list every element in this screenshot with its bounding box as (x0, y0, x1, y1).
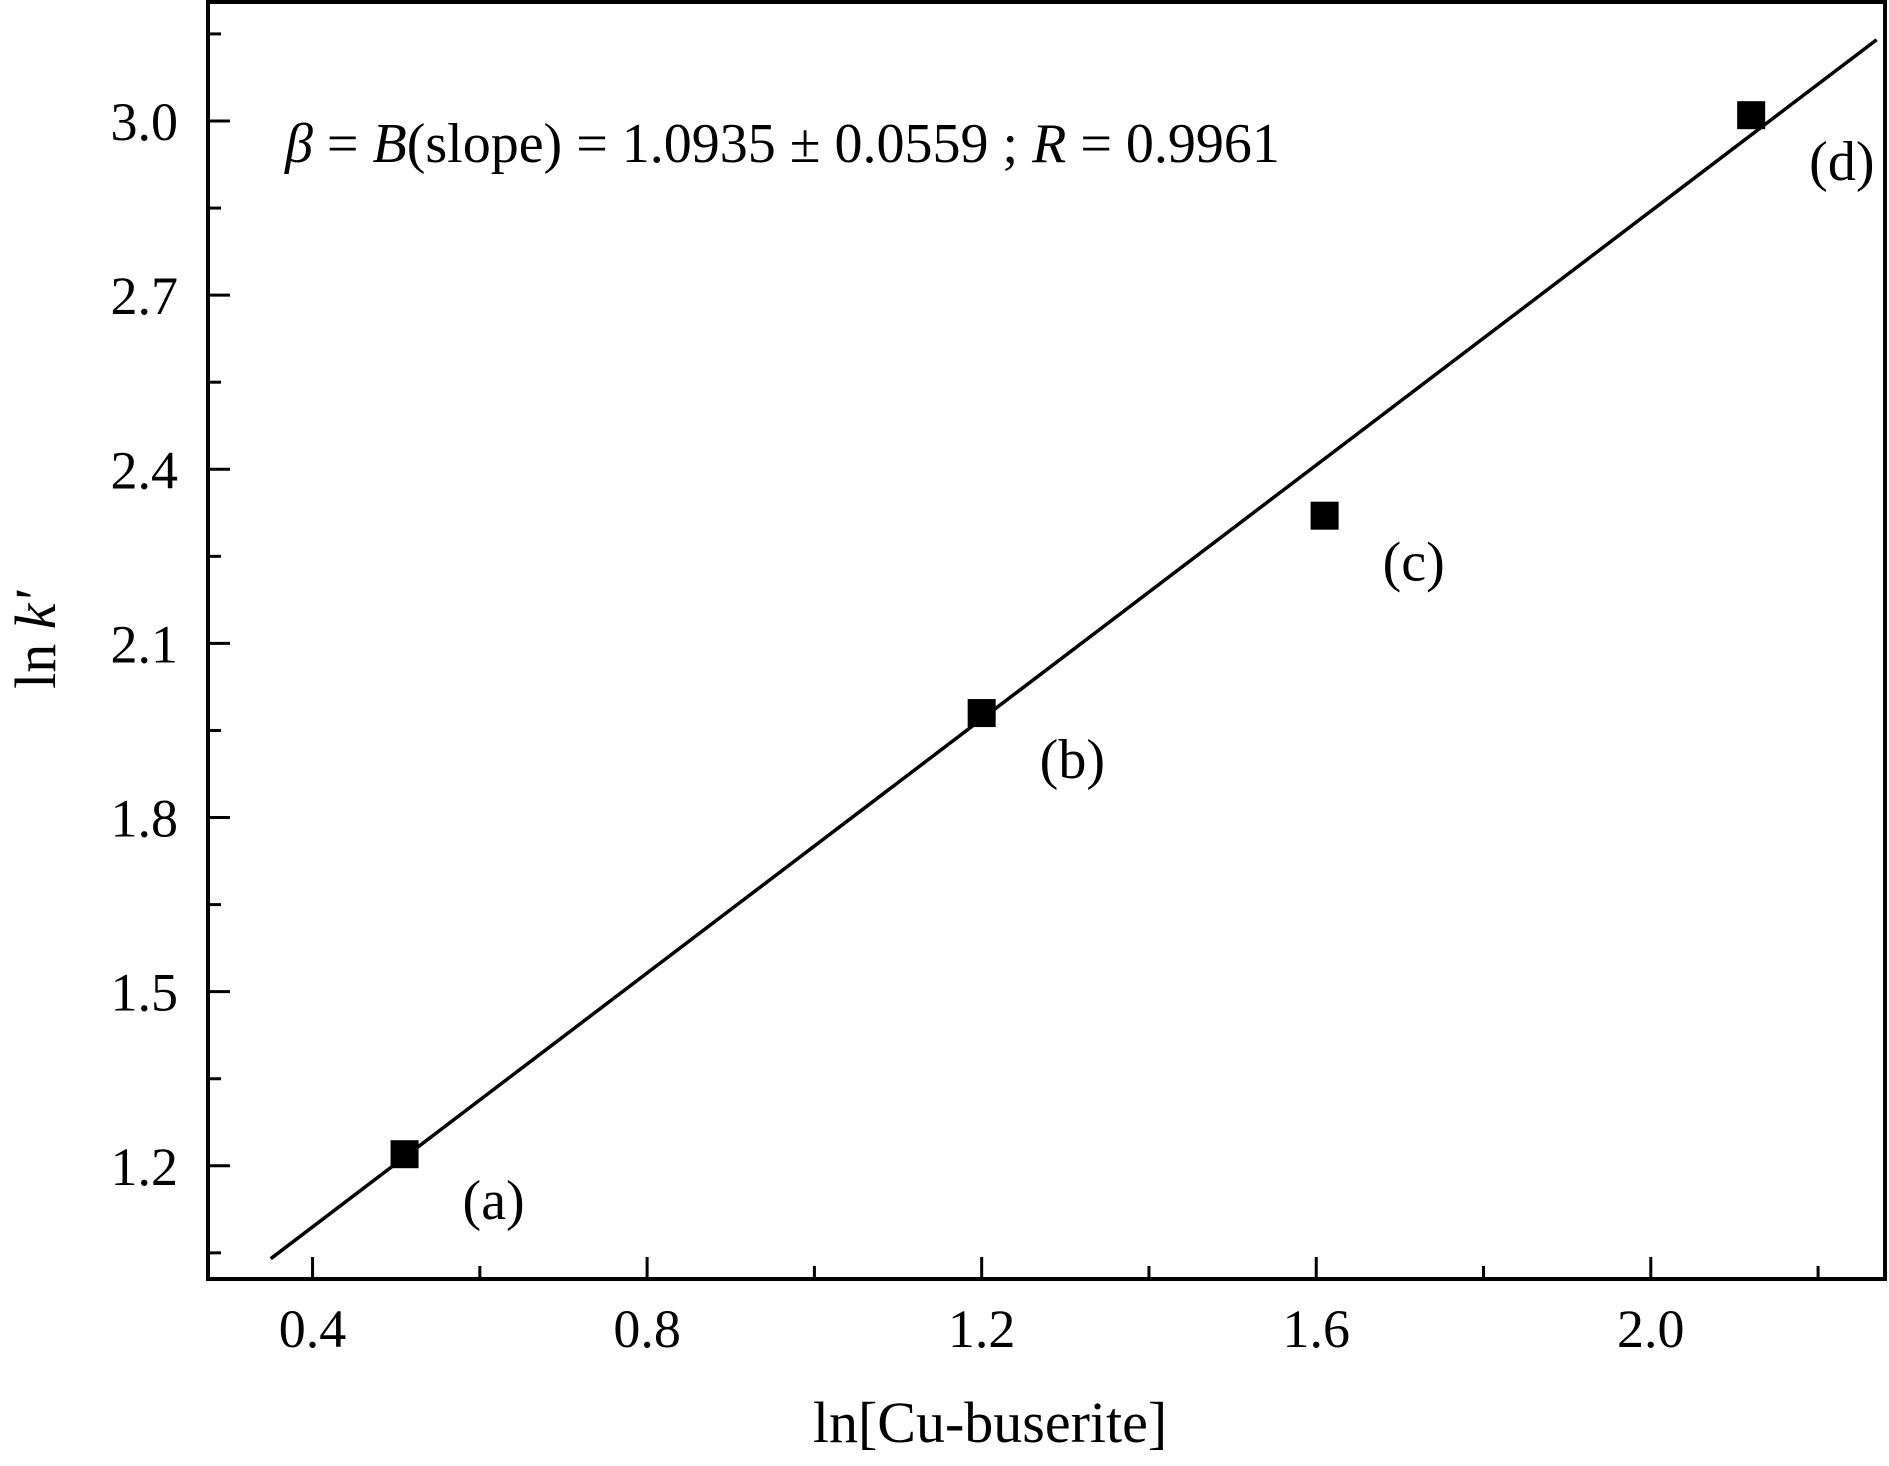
data-point (390, 1140, 419, 1169)
y-axis-label-prefix: ln (3, 629, 68, 689)
y-axis-ticks: 1.2 1.5 1.8 2.1 2.4 2.7 3.0 (111, 32, 230, 1255)
y-tick-label: 1.8 (111, 789, 179, 849)
y-axis-label: ln k' (3, 590, 68, 689)
x-tick-label: 0.4 (279, 1299, 347, 1359)
y-tick-label: 2.7 (111, 266, 179, 326)
point-label: (c) (1383, 532, 1445, 594)
annotation-slope: (slope) = 1.0935 ± 0.0559 ; (407, 113, 1032, 175)
data-points: (a) (b) (c) (d) (390, 101, 1874, 1232)
plot-frame (206, 0, 1887, 1281)
data-point (1737, 101, 1766, 130)
y-axis-label-var: k' (3, 590, 68, 630)
annotation-b: B (372, 113, 406, 175)
x-tick-label: 0.8 (613, 1299, 681, 1359)
fit-annotation: β = B(slope) = 1.0935 ± 0.0559 ; R = 0.9… (284, 113, 1280, 175)
data-point (967, 699, 996, 728)
point-label: (d) (1809, 131, 1874, 193)
annotation-r: R (1031, 113, 1066, 175)
y-tick-label: 1.2 (111, 1137, 179, 1197)
x-tick-label: 2.0 (1617, 1299, 1685, 1359)
x-axis-ticks: 0.4 0.8 1.2 1.6 2.0 (279, 1257, 1820, 1359)
point-label: (a) (463, 1170, 525, 1232)
y-tick-label: 2.4 (111, 440, 179, 500)
y-tick-label: 1.5 (111, 963, 179, 1023)
y-tick-label: 3.0 (111, 92, 179, 152)
x-tick-label: 1.6 (1282, 1299, 1350, 1359)
data-point (1310, 501, 1339, 530)
fit-line (269, 38, 1878, 1261)
point-label: (b) (1040, 729, 1105, 791)
annotation-beta: β (284, 113, 313, 175)
annotation-eq1: = (313, 113, 373, 175)
x-tick-label: 1.2 (948, 1299, 1016, 1359)
y-tick-label: 2.1 (111, 614, 179, 674)
annotation-rval: = 0.9961 (1066, 113, 1280, 175)
x-axis-label: ln[Cu-buserite] (813, 1390, 1167, 1455)
